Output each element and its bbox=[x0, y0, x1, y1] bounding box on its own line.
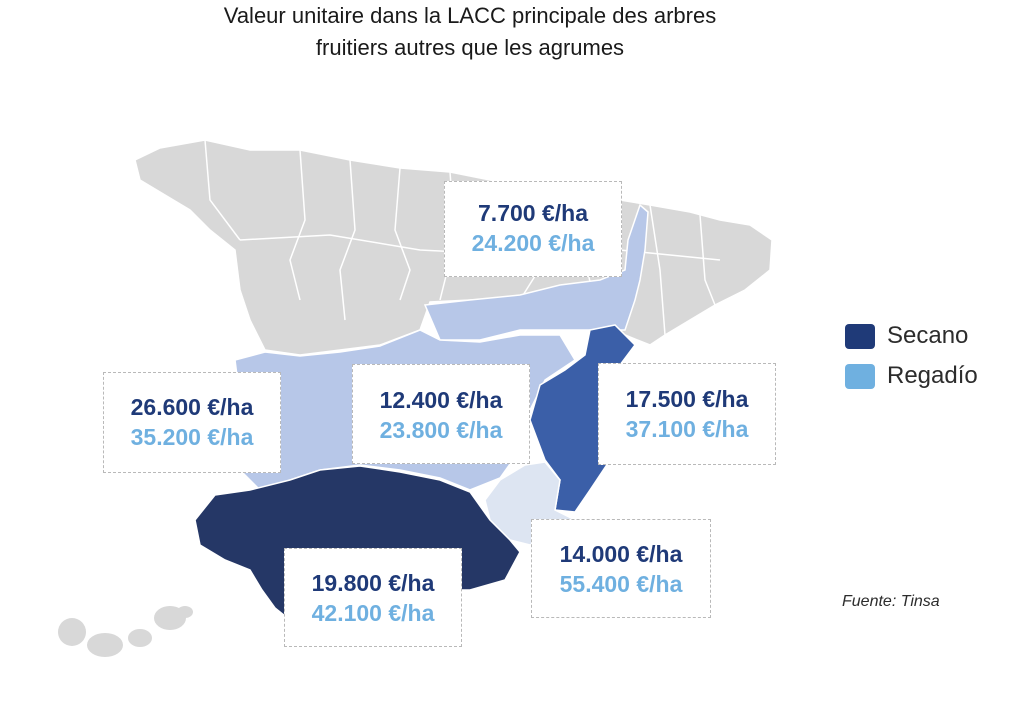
secano-value: 17.500 €/ha bbox=[625, 386, 749, 412]
value-box-centro: 12.400 €/ha 23.800 €/ha bbox=[352, 364, 530, 464]
source-note: Fuente: Tinsa bbox=[842, 593, 940, 610]
regadio-value: 23.800 €/ha bbox=[379, 417, 503, 443]
region-ebro bbox=[423, 203, 649, 341]
legend-secano-label: Secano bbox=[887, 322, 969, 349]
value-box-oeste: 26.600 €/ha 35.200 €/ha bbox=[103, 372, 281, 473]
legend-secano: Secano bbox=[845, 322, 968, 350]
legend-regadio-label: Regadío bbox=[887, 362, 978, 389]
regadio-value: 42.100 €/ha bbox=[311, 600, 435, 626]
value-box-murcia: 14.000 €/ha 55.400 €/ha bbox=[531, 519, 711, 618]
secano-value: 12.400 €/ha bbox=[379, 387, 503, 413]
regadio-value: 24.200 €/ha bbox=[471, 230, 595, 256]
regadio-value: 55.400 €/ha bbox=[559, 571, 683, 597]
title-line-1: Valeur unitaire dans la LACC principale … bbox=[223, 3, 717, 28]
value-box-levante: 17.500 €/ha 37.100 €/ha bbox=[598, 363, 776, 465]
map-title: Valeur unitaire dans la LACC principale … bbox=[120, 0, 820, 64]
regadio-value: 37.100 €/ha bbox=[625, 416, 749, 442]
secano-value: 7.700 €/ha bbox=[478, 200, 588, 226]
legend-regadio-swatch bbox=[845, 363, 875, 389]
balearic-islands bbox=[58, 606, 193, 657]
regadio-value: 35.200 €/ha bbox=[130, 424, 254, 450]
legend-secano-swatch bbox=[845, 323, 875, 349]
title-line-2: fruitiers autres que les agrumes bbox=[315, 35, 625, 60]
legend-regadio: Regadío bbox=[845, 362, 978, 390]
secano-value: 19.800 €/ha bbox=[311, 570, 435, 596]
secano-value: 14.000 €/ha bbox=[559, 541, 683, 567]
value-box-andalucia: 19.800 €/ha 42.100 €/ha bbox=[284, 548, 462, 647]
value-box-ebro: 7.700 €/ha 24.200 €/ha bbox=[444, 181, 622, 277]
secano-value: 26.600 €/ha bbox=[130, 394, 254, 420]
